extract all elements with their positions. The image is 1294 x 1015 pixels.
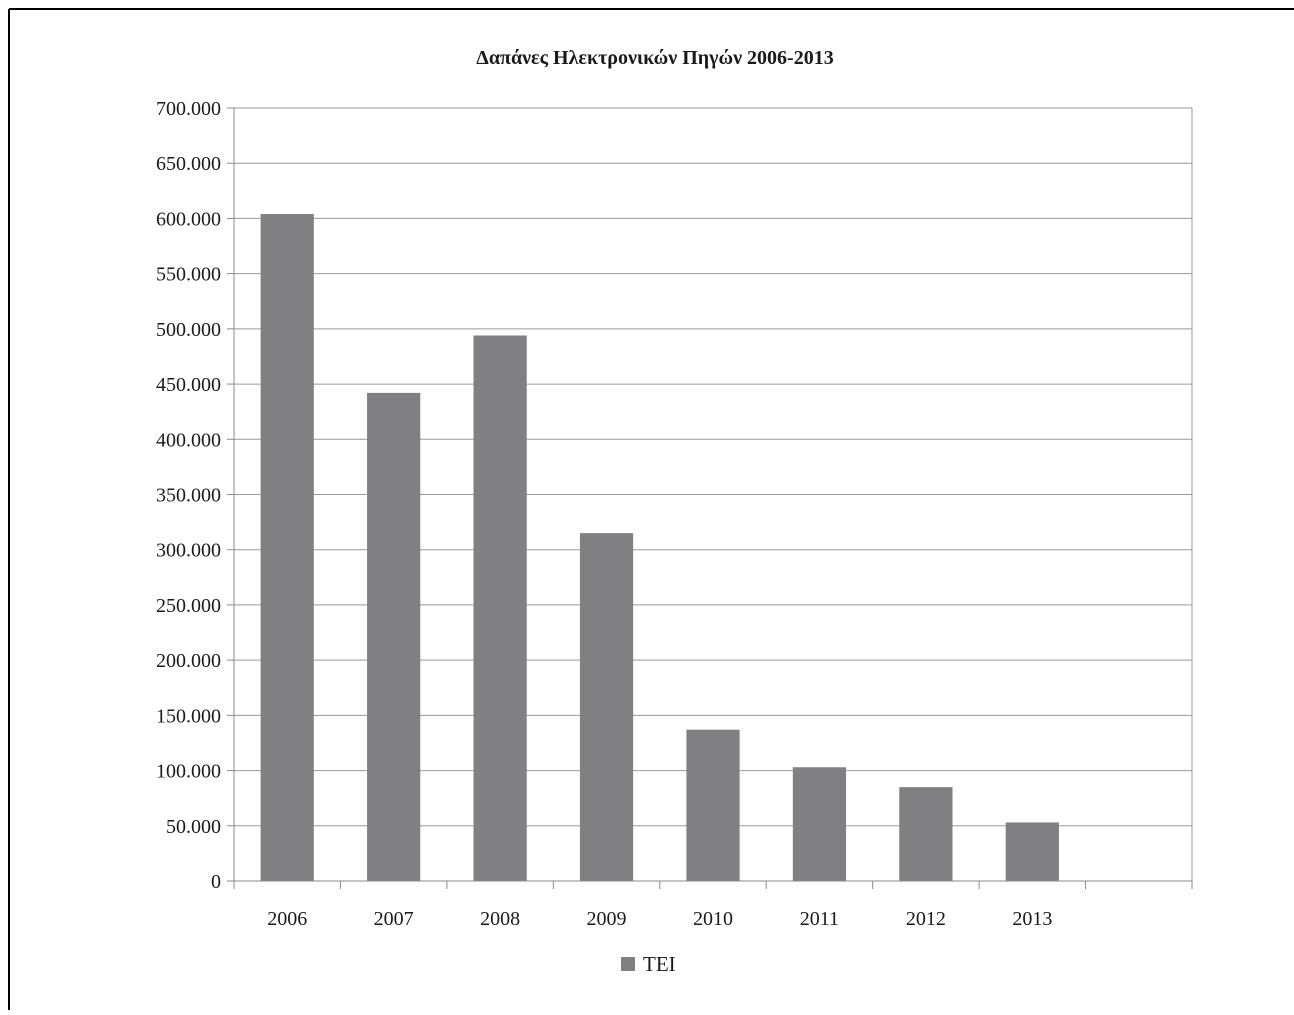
y-axis-tick-labels: 0 50.000 100.000 150.000 200.000 250.000 300.0… <box>156 98 221 893</box>
bar-2013 <box>1005 822 1059 881</box>
bar-2011 <box>792 767 847 881</box>
legend: ΤΕΙ <box>621 952 676 976</box>
legend-swatch <box>621 957 635 971</box>
x-tick-label: 2013 <box>1012 908 1052 930</box>
y-tick-label: 400.000 <box>156 429 221 451</box>
y-tick-label: 350.000 <box>156 485 221 507</box>
x-tick-label: 2012 <box>906 908 946 930</box>
x-tick-label: 2006 <box>267 908 307 930</box>
chart-title: Δαπάνες Ηλεκτρονικών Πηγών 2006-2013 <box>476 47 833 69</box>
y-tick-label: 550.000 <box>156 264 221 286</box>
x-axis <box>233 108 1193 889</box>
y-tick-label: 50.000 <box>166 816 221 838</box>
y-tick-label: 500.000 <box>156 319 221 341</box>
y-tick-label: 200.000 <box>156 650 221 672</box>
bar-2006 <box>260 214 314 882</box>
bar-2012 <box>899 787 953 881</box>
y-tick-label: 0 <box>211 871 221 893</box>
y-tick-label: 650.000 <box>156 153 221 175</box>
bar-2009 <box>579 533 634 881</box>
y-tick-label: 700.000 <box>156 98 221 120</box>
x-tick-label: 2009 <box>587 908 627 930</box>
y-tick-label: 100.000 <box>156 761 221 783</box>
x-axis-tick-labels: 2006 2007 2008 2009 2010 2011 2012 2013 <box>267 908 1052 930</box>
bar-2010 <box>686 729 740 881</box>
bar-2008 <box>473 335 527 881</box>
x-tick-label: 2011 <box>800 908 839 930</box>
y-tick-label: 300.000 <box>156 540 221 562</box>
bar-2007 <box>367 392 421 881</box>
x-tick-label: 2007 <box>374 908 414 930</box>
legend-label: ΤΕΙ <box>643 952 676 976</box>
x-tick-label: 2008 <box>480 908 520 930</box>
y-tick-label: 450.000 <box>156 374 221 396</box>
y-tick-label: 250.000 <box>156 595 221 617</box>
y-tick-label: 150.000 <box>156 705 221 727</box>
y-tick-label: 600.000 <box>156 208 221 230</box>
bars <box>260 214 1059 882</box>
x-tick-label: 2010 <box>693 908 733 930</box>
